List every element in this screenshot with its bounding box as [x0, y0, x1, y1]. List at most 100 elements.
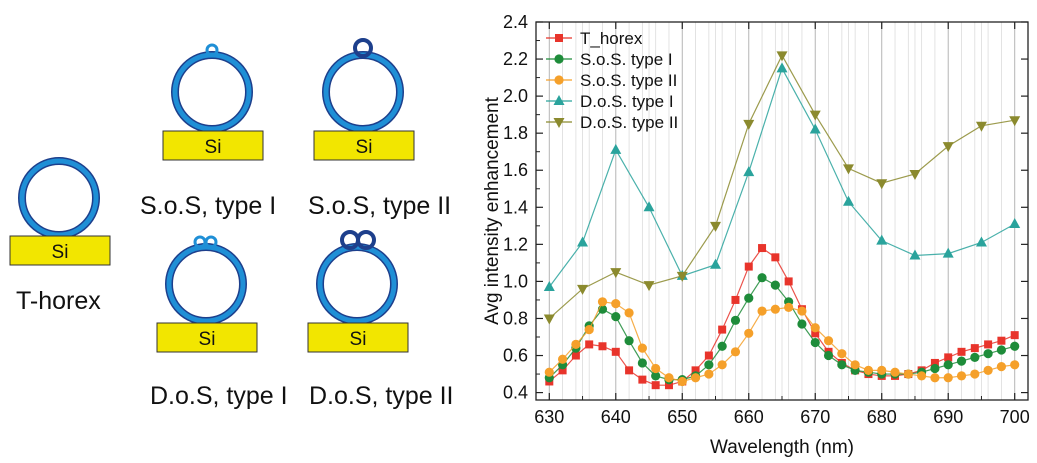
x-tick-label: 700 — [1000, 407, 1030, 427]
data-point — [557, 354, 568, 364]
legend-marker — [555, 34, 563, 42]
data-point — [597, 297, 608, 307]
sos-type1-substrate-label: Si — [205, 137, 222, 158]
dos-type2-substrate — [307, 322, 409, 353]
data-point — [876, 234, 888, 245]
schematic-drawing: Si Si Si Si — [9, 38, 415, 353]
data-point — [984, 340, 993, 349]
data-point — [571, 339, 581, 350]
dos-type2-small-sphere-right — [356, 230, 376, 250]
legend-marker — [554, 54, 564, 64]
sos-type2-substrate-label: Si — [356, 137, 373, 158]
data-point — [890, 367, 900, 377]
data-point — [758, 244, 767, 253]
x-tick-label: 630 — [534, 407, 564, 427]
data-point — [544, 367, 554, 377]
data-point — [625, 366, 634, 375]
dos-type1-structure: Si — [156, 235, 258, 353]
x-tick-label: 670 — [800, 407, 830, 427]
data-point — [809, 123, 821, 134]
legend-marker — [553, 95, 565, 105]
t-horex-caption: T-horex — [16, 287, 101, 315]
data-point — [691, 366, 700, 375]
sos-type2-structure: Si — [313, 38, 415, 161]
data-point — [624, 336, 634, 346]
sos-type1-caption: S.o.S, type I — [140, 192, 277, 220]
data-point — [710, 258, 722, 269]
data-point — [863, 365, 874, 375]
data-point — [717, 360, 727, 370]
data-point — [942, 247, 954, 258]
data-point — [1010, 341, 1020, 351]
data-point — [744, 293, 754, 303]
y-tick-label: 1.8 — [503, 123, 528, 143]
data-point — [643, 281, 655, 292]
data-point — [757, 306, 767, 316]
data-point — [770, 280, 780, 290]
data-point — [809, 110, 821, 121]
data-point — [930, 363, 940, 374]
data-point — [823, 350, 834, 361]
data-point — [1009, 217, 1021, 228]
data-point — [744, 262, 753, 271]
data-point — [970, 352, 980, 362]
data-point — [930, 373, 940, 383]
data-point — [638, 375, 647, 384]
data-point — [664, 373, 674, 383]
data-point — [917, 371, 927, 381]
y-tick-label: 2.0 — [503, 86, 528, 106]
data-point — [717, 341, 727, 351]
data-point — [598, 342, 607, 351]
dos-type2-caption: D.o.S, type II — [309, 382, 454, 410]
y-tick-label: 1.2 — [503, 234, 528, 254]
dos-type1-caption: D.o.S, type I — [150, 382, 288, 410]
data-point — [823, 336, 834, 346]
data-point — [577, 236, 589, 247]
y-axis-label: Avg intensity enhancement — [482, 96, 503, 325]
data-point — [690, 373, 701, 383]
data-point — [704, 351, 713, 360]
data-point — [610, 143, 622, 154]
data-point — [677, 376, 687, 387]
y-tick-label: 0.4 — [503, 383, 528, 403]
data-point — [909, 169, 921, 180]
data-point — [637, 343, 647, 353]
sos-type2-caption: S.o.S, type II — [308, 192, 452, 220]
legend-label: S.o.S. type II — [580, 71, 677, 90]
data-point — [611, 312, 621, 322]
y-tick-label: 2.2 — [503, 49, 528, 69]
legend-label: T_horex — [580, 29, 643, 48]
data-point — [784, 302, 794, 312]
y-tick-label: 0.8 — [503, 308, 528, 328]
legend-marker — [554, 75, 564, 85]
data-point — [810, 323, 820, 333]
dos-type2-structure: Si — [307, 230, 409, 353]
sos-type1-small-sphere — [205, 43, 219, 57]
legend-label: D.o.S. type I — [580, 92, 674, 111]
dos-type1-substrate — [156, 322, 258, 353]
legend-marker — [553, 118, 565, 128]
schematic-panel: Si Si Si Si — [0, 0, 500, 458]
data-point — [797, 306, 807, 316]
data-point — [956, 356, 967, 366]
data-point — [810, 337, 820, 348]
data-point — [744, 328, 754, 338]
data-point — [543, 280, 555, 291]
data-point — [771, 253, 780, 262]
data-point — [543, 314, 555, 325]
data-point — [624, 308, 634, 318]
data-point — [983, 365, 993, 375]
y-tick-label: 1.0 — [503, 271, 528, 291]
dos-type1-ring — [166, 244, 246, 324]
t-horex-structure: Si — [9, 157, 111, 266]
data-point — [664, 381, 673, 390]
data-point — [776, 62, 788, 73]
data-point — [903, 369, 913, 379]
data-point — [610, 268, 622, 279]
data-point — [743, 166, 755, 177]
data-point — [842, 195, 854, 206]
data-point — [584, 324, 594, 335]
data-point — [731, 295, 740, 304]
data-point — [877, 365, 887, 375]
